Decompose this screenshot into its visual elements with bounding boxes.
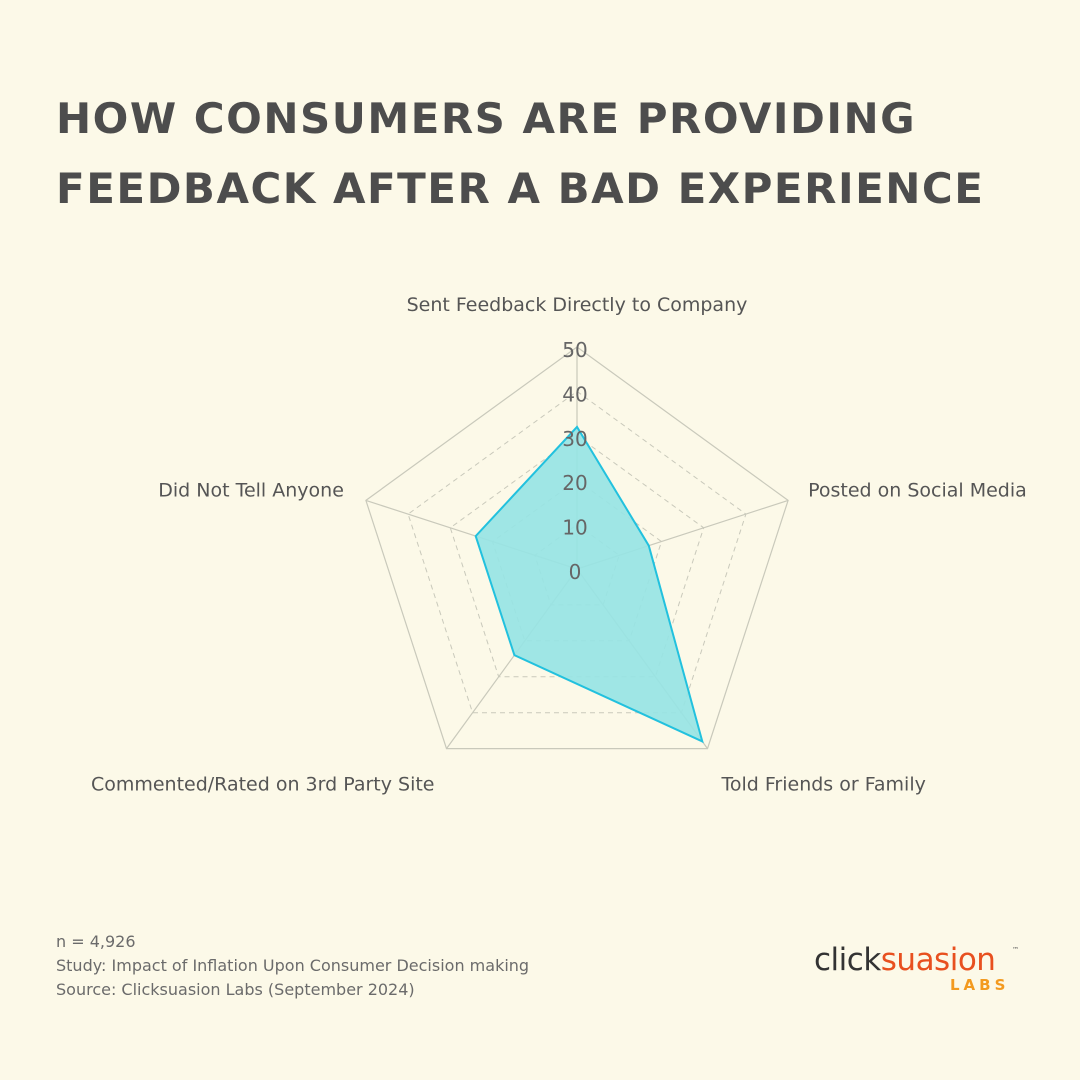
- chart-title: HOW CONSUMERS ARE PROVIDING FEEDBACK AFT…: [56, 84, 1036, 224]
- data-polygon-1: [474, 425, 704, 744]
- axis-label-5: Did Not Tell Anyone: [158, 479, 344, 501]
- axis-label-2: Posted on Social Media: [808, 479, 1027, 501]
- logo-wordmark: clicksuasion: [814, 942, 996, 978]
- sample-size: n = 4,926: [56, 932, 136, 951]
- axis-label-1: Sent Feedback Directly to Company: [407, 294, 748, 316]
- axis-labels: Sent Feedback Directly to Company Posted …: [91, 294, 1027, 796]
- logo-labs: LABS: [950, 976, 1010, 994]
- chart-footnote: n = 4,926 Study: Impact of Inflation Upo…: [56, 930, 529, 1002]
- tick-label-30: 30: [562, 427, 587, 451]
- tick-label-10: 10: [562, 516, 587, 540]
- grid-ring-40: [407, 390, 747, 714]
- study-name: Study: Impact of Inflation Upon Consumer…: [56, 956, 530, 975]
- tick-label-0: 0: [569, 560, 582, 584]
- clicksuasion-labs-logo: clicksuasion ™ LABS: [814, 942, 1024, 1002]
- radar-series: [474, 425, 704, 744]
- axis-label-3: Told Friends or Family: [721, 774, 926, 796]
- axis-label-4: Commented/Rated on 3rd Party Site: [91, 774, 435, 796]
- logo-click: click: [814, 942, 881, 978]
- tick-label-50: 50: [562, 338, 587, 362]
- chart-title-line-1: HOW CONSUMERS ARE PROVIDING: [56, 94, 917, 143]
- radial-ticks: 0 10 20 30 40 50: [562, 338, 587, 584]
- logo-suasion: suasion: [880, 942, 996, 978]
- logo-trademark: ™: [1012, 946, 1019, 954]
- chart-title-line-2: FEEDBACK AFTER A BAD EXPERIENCE: [56, 164, 985, 213]
- tick-label-20: 20: [562, 471, 587, 495]
- tick-label-40: 40: [562, 382, 587, 406]
- grid-ring-50: [365, 346, 789, 750]
- source-note: Source: Clicksuasion Labs (September 202…: [56, 980, 415, 999]
